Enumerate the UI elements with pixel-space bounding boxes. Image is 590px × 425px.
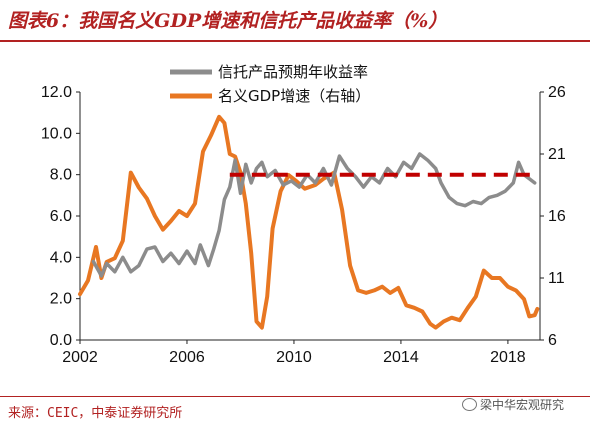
right-tick-label: 26 [548, 84, 566, 101]
series-gdp-growth-line [78, 114, 540, 330]
left-tick-label: 12.0 [41, 84, 72, 101]
right-tick-label: 6 [548, 332, 557, 349]
right-tick-label: 11 [548, 270, 565, 287]
x-tick-label: 2010 [276, 349, 312, 366]
x-tick-label: 2014 [383, 349, 419, 366]
legend-label: 名义GDP增速（右轴） [218, 87, 370, 105]
x-tick-label: 2006 [169, 349, 205, 366]
chart-series-layer [78, 114, 540, 330]
left-tick-label: 4.0 [50, 249, 72, 266]
source-note: 来源：CEIC，中泰证券研究所 [8, 406, 183, 421]
chart-axes: 0.0 2.0 4.0 6.0 8.0 10.0 12.0 6 11 16 21 26 2002 2006… [41, 84, 566, 366]
left-tick-label: 6.0 [50, 208, 72, 225]
title-divider [0, 40, 590, 42]
left-tick-label: 2.0 [50, 291, 72, 308]
right-tick-label: 21 [548, 146, 566, 163]
left-tick-label: 8.0 [50, 167, 72, 184]
footer-divider [0, 396, 590, 397]
right-tick-label: 16 [548, 208, 566, 225]
watermark: 梁中华宏观研究 [462, 396, 564, 413]
series-trust-yield-line [91, 152, 537, 278]
legend-label: 信托产品预期年收益率 [218, 63, 368, 81]
x-tick-label: 2018 [490, 349, 526, 366]
wechat-icon [462, 398, 477, 411]
left-tick-label: 0.0 [50, 332, 72, 349]
left-tick-label: 10.0 [41, 125, 72, 142]
x-tick-label: 2002 [62, 349, 98, 366]
chart-title: 图表6：我国名义GDP增速和信托产品收益率（%） [8, 10, 448, 32]
watermark-text: 梁中华宏观研究 [480, 398, 565, 412]
